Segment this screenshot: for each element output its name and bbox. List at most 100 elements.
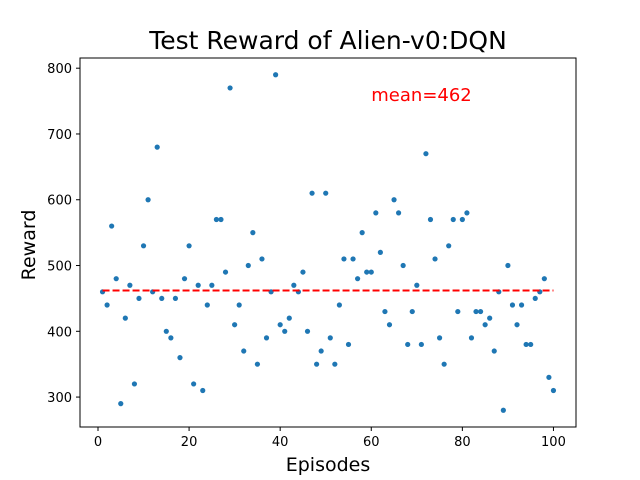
data-point	[500, 407, 506, 413]
data-point	[541, 276, 547, 282]
y-tick-label: 800	[47, 62, 72, 77]
data-point	[400, 262, 406, 269]
data-point	[482, 322, 488, 328]
plot-area: 0 20 40 60 80 100 300 400 500 600 700 800 mean=462	[47, 57, 577, 450]
data-point	[377, 249, 383, 255]
data-point	[405, 341, 411, 348]
data-point	[131, 381, 138, 387]
data-point	[268, 289, 274, 295]
data-point	[336, 302, 342, 308]
data-point	[414, 282, 420, 288]
data-point	[245, 262, 251, 269]
y-tick-label: 600	[47, 194, 72, 209]
data-point	[104, 302, 110, 308]
data-point	[345, 341, 352, 348]
y-tick-label: 400	[47, 325, 72, 340]
data-point	[277, 322, 283, 328]
x-tick-label: 80	[454, 435, 471, 450]
data-point	[382, 308, 388, 315]
data-point	[304, 328, 311, 334]
data-point	[441, 361, 447, 367]
chart-title: Test Reward of Alien-v0:DQN	[148, 26, 507, 55]
data-point	[177, 355, 183, 361]
axes-frame	[79, 57, 577, 428]
data-point	[391, 197, 397, 203]
data-point	[359, 230, 365, 236]
data-point	[127, 282, 133, 288]
data-point	[181, 276, 188, 282]
data-point	[109, 223, 115, 229]
data-point	[436, 335, 443, 341]
data-point	[509, 302, 516, 308]
data-point	[250, 230, 256, 236]
data-point	[209, 282, 215, 288]
data-point	[136, 295, 142, 302]
data-point	[186, 243, 192, 249]
data-point	[418, 341, 424, 348]
y-tick-label: 500	[47, 260, 72, 275]
data-point	[259, 256, 265, 262]
data-point	[191, 381, 197, 387]
data-point	[395, 210, 402, 216]
data-point	[341, 256, 347, 262]
data-point	[236, 302, 242, 308]
data-point	[273, 72, 279, 78]
data-point	[213, 216, 220, 223]
x-tick-label: 0	[94, 435, 102, 450]
data-point	[523, 341, 529, 348]
data-point	[263, 335, 270, 341]
data-point	[427, 216, 434, 223]
data-point	[528, 341, 534, 348]
data-point	[468, 335, 475, 341]
data-point	[518, 302, 525, 308]
data-point	[491, 348, 497, 354]
data-point	[218, 216, 224, 223]
data-point	[487, 315, 493, 321]
data-point	[140, 243, 147, 249]
data-point	[550, 387, 557, 394]
data-point	[505, 262, 511, 269]
data-point	[355, 276, 361, 282]
data-point	[423, 151, 429, 157]
data-point	[350, 256, 356, 262]
data-point	[409, 308, 415, 315]
data-point	[227, 85, 233, 91]
data-point	[113, 276, 119, 282]
data-point	[318, 348, 324, 354]
data-point	[159, 295, 165, 302]
data-point	[241, 348, 247, 354]
x-tick-label: 20	[181, 435, 198, 450]
y-tick-label: 300	[47, 391, 72, 406]
data-point	[122, 315, 128, 321]
data-point	[222, 269, 229, 275]
data-point	[432, 256, 438, 262]
data-point	[204, 302, 210, 308]
x-tick-label: 40	[272, 435, 289, 450]
data-point	[163, 328, 169, 334]
data-point	[455, 308, 461, 315]
y-axis-title: Reward	[18, 210, 40, 281]
data-point	[200, 387, 206, 394]
data-point	[459, 216, 465, 223]
data-point	[145, 197, 151, 203]
data-point	[546, 374, 552, 380]
data-point	[368, 269, 374, 275]
data-point	[172, 295, 179, 302]
x-axis-title: Episodes	[286, 454, 371, 476]
data-point	[332, 361, 338, 367]
data-point	[282, 328, 288, 334]
data-point	[477, 308, 484, 315]
data-point	[373, 210, 379, 216]
data-point	[254, 361, 261, 367]
data-point	[300, 269, 306, 275]
data-point	[195, 282, 201, 288]
data-point	[473, 308, 479, 315]
data-point	[168, 335, 174, 341]
data-point	[514, 322, 520, 328]
y-tick-label: 700	[47, 128, 72, 143]
data-point	[291, 282, 297, 288]
data-point	[323, 190, 329, 196]
data-point	[232, 322, 238, 328]
